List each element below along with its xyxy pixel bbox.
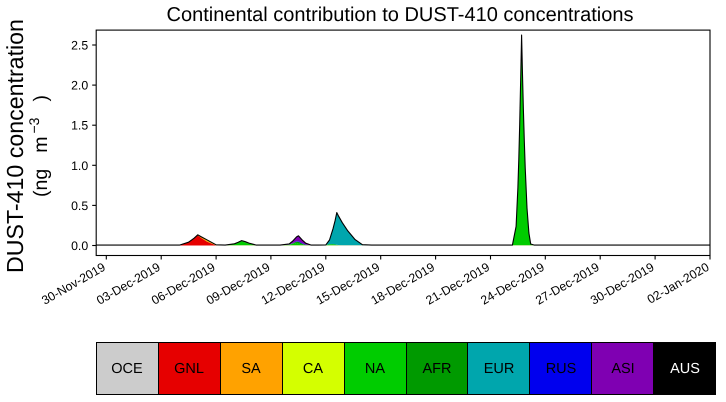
svg-text:CA: CA (303, 361, 323, 377)
svg-text:ASI: ASI (611, 361, 634, 377)
svg-text:NA: NA (365, 361, 385, 377)
svg-text:AUS: AUS (670, 361, 700, 377)
svg-text:OCE: OCE (111, 361, 143, 377)
svg-text:AFR: AFR (423, 361, 452, 377)
svg-text:SA: SA (241, 361, 261, 377)
svg-text:EUR: EUR (484, 361, 515, 377)
svg-text:GNL: GNL (174, 361, 204, 377)
svg-text:RUS: RUS (546, 361, 577, 377)
